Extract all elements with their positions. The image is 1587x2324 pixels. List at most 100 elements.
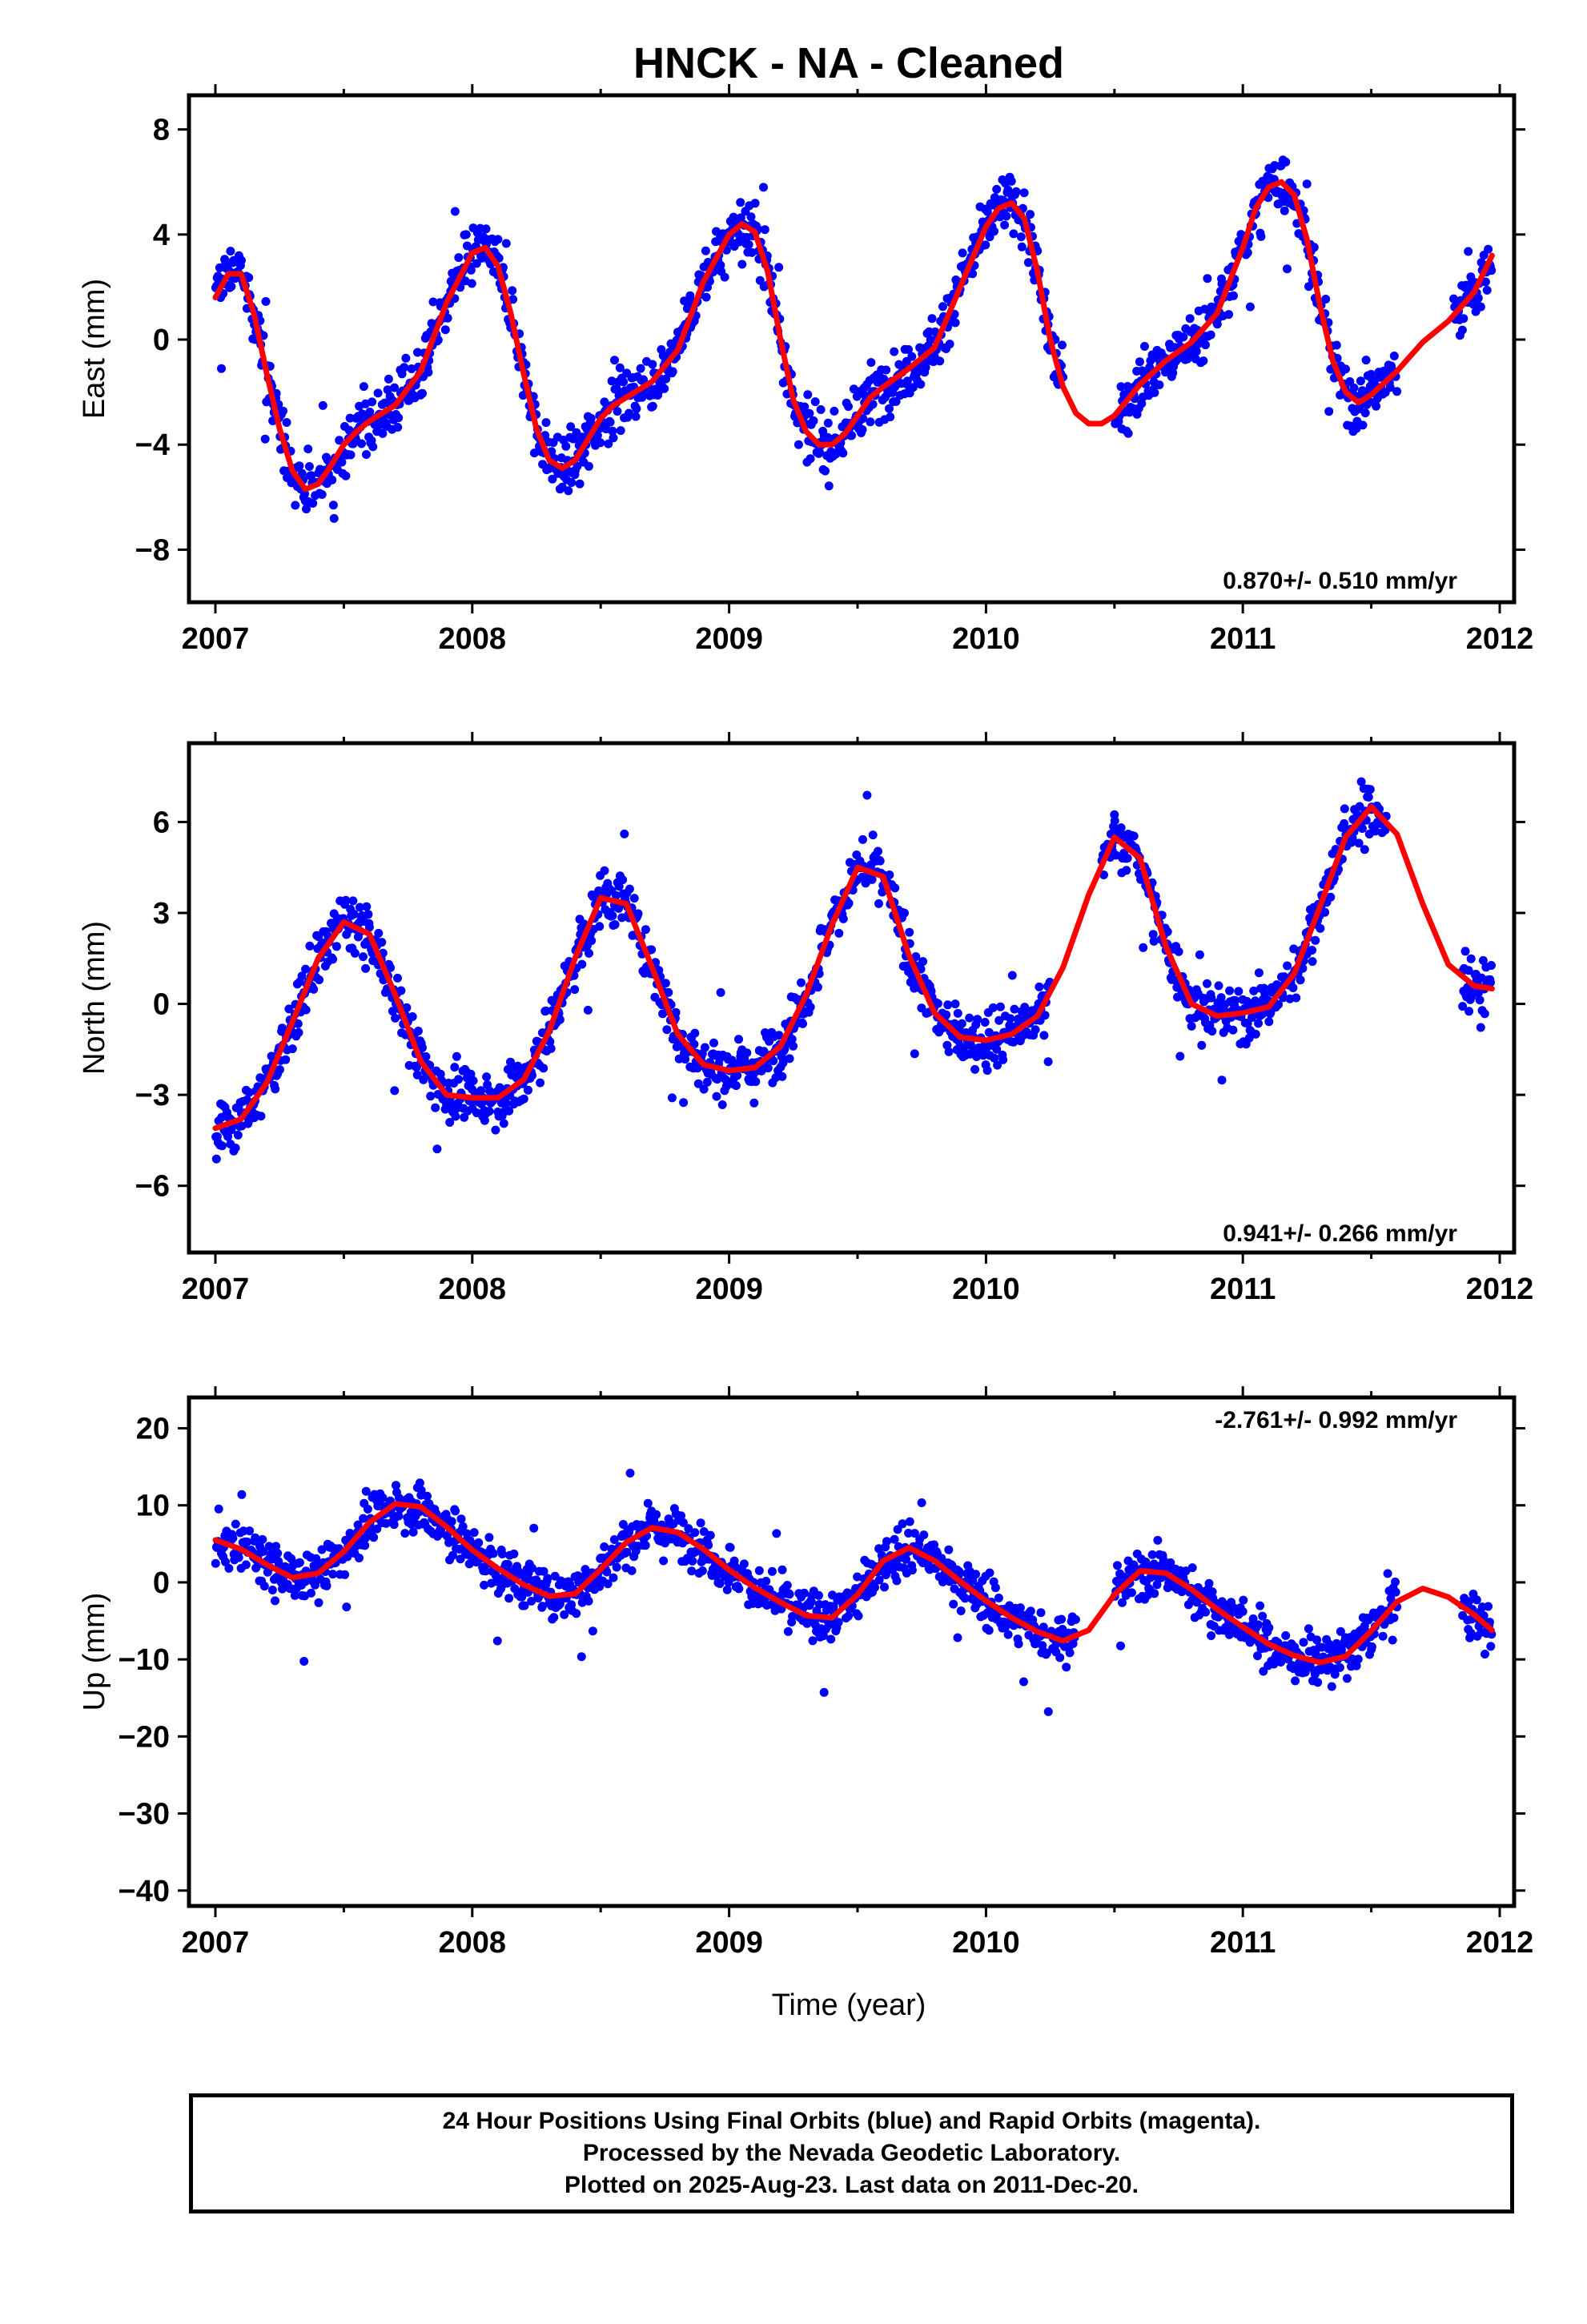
y-tick-label: −3 xyxy=(135,1079,170,1112)
data-point xyxy=(234,1553,243,1562)
data-point xyxy=(800,402,810,412)
data-point xyxy=(808,1636,818,1646)
data-point xyxy=(378,428,388,438)
data-point xyxy=(1340,818,1349,828)
data-point xyxy=(251,1533,260,1542)
data-point xyxy=(834,1618,843,1627)
y-tick-label: −30 xyxy=(119,1798,170,1831)
data-point xyxy=(527,1596,536,1606)
data-point xyxy=(744,239,753,249)
data-point xyxy=(393,973,402,983)
data-point xyxy=(1127,1588,1136,1598)
data-point xyxy=(661,979,670,988)
data-point xyxy=(927,314,937,324)
data-point xyxy=(1071,1614,1080,1624)
data-point xyxy=(918,957,928,967)
data-point xyxy=(450,1063,460,1072)
data-point xyxy=(733,1071,742,1080)
data-point xyxy=(603,1579,613,1589)
data-point xyxy=(295,461,304,471)
data-point xyxy=(950,1019,959,1028)
data-point xyxy=(1324,407,1334,416)
x-tick-label: 2007 xyxy=(182,1926,250,1960)
data-point xyxy=(1016,232,1026,242)
data-point xyxy=(720,272,729,282)
data-point xyxy=(501,239,511,248)
data-point xyxy=(1256,231,1266,241)
data-point xyxy=(800,1588,809,1598)
data-point xyxy=(747,247,757,257)
data-point xyxy=(954,1566,964,1576)
data-point xyxy=(1137,399,1147,408)
data-point xyxy=(684,1524,693,1534)
data-point xyxy=(689,1039,699,1049)
data-point xyxy=(443,313,452,323)
data-point xyxy=(813,983,822,992)
data-point xyxy=(1248,1614,1258,1623)
data-point xyxy=(1473,293,1483,303)
data-point xyxy=(224,1563,234,1573)
data-point xyxy=(341,895,351,905)
y-tick-label: 0 xyxy=(153,988,170,1022)
data-point xyxy=(1291,1676,1300,1686)
data-point xyxy=(570,985,580,995)
data-point xyxy=(1224,310,1234,320)
x-tick-label: 2011 xyxy=(1210,622,1276,656)
data-point xyxy=(1251,1029,1260,1039)
data-point xyxy=(1039,1031,1049,1040)
data-point xyxy=(1011,187,1021,196)
data-point xyxy=(1467,991,1477,1001)
data-point xyxy=(998,1055,1008,1064)
data-point xyxy=(905,927,914,937)
data-point xyxy=(377,938,387,947)
data-point xyxy=(390,383,400,392)
data-point xyxy=(1254,1019,1263,1028)
data-point xyxy=(349,910,359,919)
data-point xyxy=(783,1626,793,1636)
data-point xyxy=(241,1560,251,1570)
data-point xyxy=(452,1051,461,1061)
data-point xyxy=(924,327,934,336)
data-point xyxy=(337,457,347,467)
data-point xyxy=(1280,206,1289,215)
data-point xyxy=(1302,179,1312,189)
data-point xyxy=(295,1558,304,1567)
data-point xyxy=(572,1609,581,1618)
data-point xyxy=(1299,1638,1308,1647)
data-point xyxy=(1383,1569,1392,1578)
data-point xyxy=(1472,1595,1481,1605)
data-point xyxy=(907,1566,917,1575)
y-tick-label: 0 xyxy=(153,324,170,357)
data-point xyxy=(421,1051,431,1061)
data-point xyxy=(504,1106,514,1116)
data-point xyxy=(805,408,814,418)
data-point xyxy=(1191,347,1201,356)
data-point xyxy=(774,1031,784,1040)
data-point xyxy=(211,1154,221,1164)
data-point xyxy=(1159,1555,1168,1565)
data-point xyxy=(231,1519,240,1529)
data-point xyxy=(488,1549,498,1558)
data-point xyxy=(798,1019,807,1028)
footer-line-orbits: 24 Hour Positions Using Final Orbits (bl… xyxy=(442,2108,1261,2134)
data-point xyxy=(910,1529,919,1538)
data-point xyxy=(328,955,338,964)
data-point xyxy=(858,414,868,423)
data-point xyxy=(667,1093,677,1103)
data-point xyxy=(1482,285,1492,295)
data-point xyxy=(1065,1648,1075,1658)
data-point xyxy=(1357,824,1367,833)
data-point xyxy=(543,1574,552,1583)
data-point xyxy=(243,1537,252,1546)
data-point xyxy=(517,1592,527,1602)
data-point xyxy=(1281,157,1291,167)
data-point xyxy=(960,1594,970,1603)
data-point xyxy=(426,1092,436,1101)
data-point xyxy=(993,1060,1002,1070)
data-point xyxy=(785,1054,794,1063)
data-point xyxy=(761,1576,771,1586)
data-point xyxy=(1229,291,1238,300)
data-point xyxy=(933,999,942,1008)
data-point xyxy=(878,887,887,897)
data-point xyxy=(759,183,768,192)
